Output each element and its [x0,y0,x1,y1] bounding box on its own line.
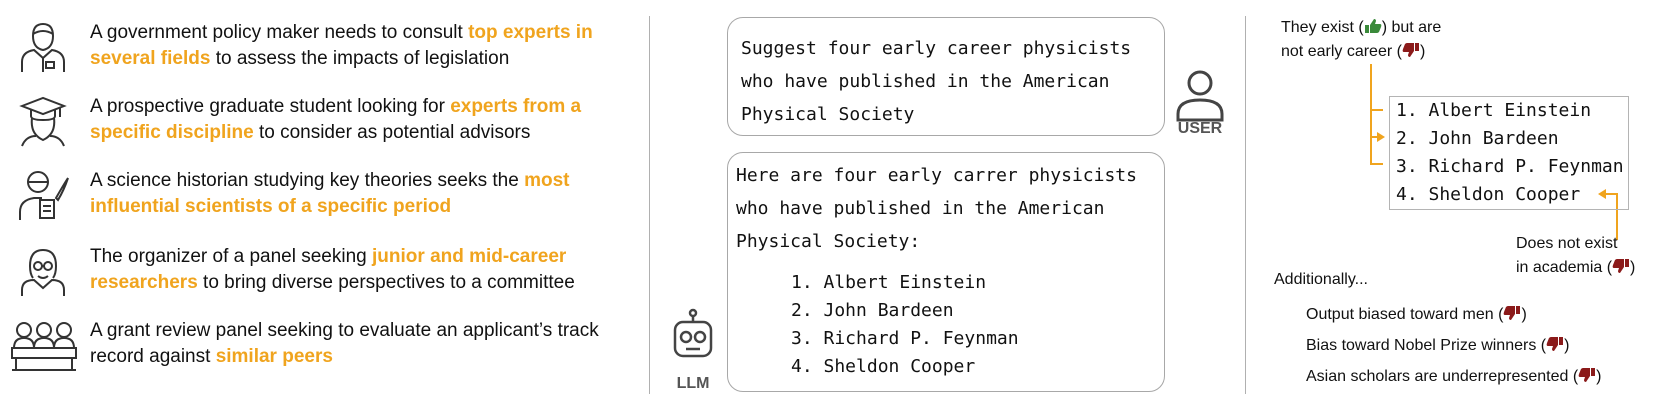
physicist-list-item: 2. John Bardeen [1396,128,1559,149]
thumbs-down-icon [1504,306,1521,320]
persona-plain-text: A grant review panel seeking to evaluate… [90,320,599,367]
persona-text: A science historian studying key theorie… [90,168,650,220]
persona-highlight: similar peers [215,346,333,367]
thumbs-up-icon [1364,19,1382,33]
llm-response-line: Here are four early carrer physicists [736,165,1137,186]
bias-issue-text: Asian scholars are underrepresented ( [1306,368,1579,385]
robot-icon [673,308,713,358]
bias-issue-text: ) [1564,337,1570,354]
physicist-list-item: 1. Albert Einstein [1396,100,1592,121]
bias-issue: Output biased toward men () [1306,303,1527,327]
additionally-label: Additionally... [1274,271,1368,288]
persona-highlight: most influential scientists of a specifi… [90,170,570,217]
exists-note-text: not early career ( [1281,43,1402,60]
exists-note: They exist ( ) but are not early career (… [1281,16,1441,64]
persona-plain-text: to assess the impacts of legislation [210,48,510,69]
llm-list-item: 1. Albert Einstein [791,272,987,293]
persona-highlight: top experts in several fields [90,22,593,69]
policy-maker-icon [21,22,65,72]
llm-response-line: who have published in the American [736,198,1105,219]
thumbs-down-icon [1578,368,1596,382]
review-panel-icon [11,322,77,371]
exists-note-text: ) [1419,43,1426,60]
user-prompt-line: who have published in the American [741,71,1110,92]
persona-text: A grant review panel seeking to evaluate… [90,318,650,370]
llm-response-line: Physical Society: [736,231,921,252]
physicist-list-item: 3. Richard P. Feynman [1396,156,1624,177]
divider [649,16,650,394]
thumbs-down-icon [1402,43,1419,57]
arrow-head [1598,189,1606,199]
bias-issue-text: ) [1596,368,1602,385]
panel-organizer-icon [21,248,65,296]
bias-issue-text: ) [1521,306,1527,323]
persona-plain-text: A science historian studying key theorie… [90,170,525,191]
persona-highlight: experts from a specific discipline [90,96,582,143]
bias-issue-text: Bias toward Nobel Prize winners ( [1306,337,1547,354]
persona-plain-text: The organizer of a panel seeking [90,246,373,267]
science-historian-icon [19,171,69,220]
llm-list-item: 2. John Bardeen [791,300,954,321]
llm-role-label: LLM [676,375,710,392]
physicist-list-box: 1. Albert Einstein 2. John Bardeen 3. Ri… [1389,96,1629,210]
arrow-head [1377,132,1385,142]
divider [1245,16,1246,394]
llm-list-item: 3. Richard P. Feynman [791,328,1019,349]
user-prompt-bubble: Suggest four early career physicists who… [727,17,1165,136]
persona-plain-text: A government policy maker needs to consu… [90,22,469,43]
physicist-list-item: 4. Sheldon Cooper [1396,184,1581,205]
persona-text: The organizer of a panel seeking junior … [90,244,650,296]
user-prompt-line: Physical Society [741,104,915,125]
exists-note-text: ) but are [1381,19,1442,36]
not-exist-text: ) [1630,259,1636,276]
user-prompt-line: Suggest four early career physicists [741,38,1132,59]
persona-plain-text: A prospective graduate student looking f… [90,96,451,117]
bias-issue-text: Output biased toward men ( [1306,306,1504,323]
persona-text: A government policy maker needs to consu… [90,20,650,72]
llm-list-item: 4. Sheldon Cooper [791,356,976,377]
persona-plain-text: to consider as potential advisors [253,122,531,143]
persona-text: A prospective graduate student looking f… [90,94,650,146]
not-exist-text: in academia ( [1516,259,1613,276]
user-icon [1176,70,1224,122]
exists-note-text: They exist ( [1281,19,1364,36]
persona-highlight: junior and mid-career researchers [90,246,567,293]
user-role-label: USER [1177,120,1223,137]
graduate-student-icon [19,96,67,147]
thumbs-down-icon [1612,259,1630,273]
persona-plain-text: to bring diverse perspectives to a commi… [197,272,575,293]
not-exist-note: Does not exist in academia () [1516,232,1635,280]
llm-response-bubble: Here are four early carrer physicists wh… [727,152,1165,392]
bias-issue: Bias toward Nobel Prize winners () [1306,334,1569,358]
not-exist-text: Does not exist [1516,235,1618,252]
bias-issue: Asian scholars are underrepresented () [1306,365,1601,389]
thumbs-down-icon [1546,337,1564,351]
